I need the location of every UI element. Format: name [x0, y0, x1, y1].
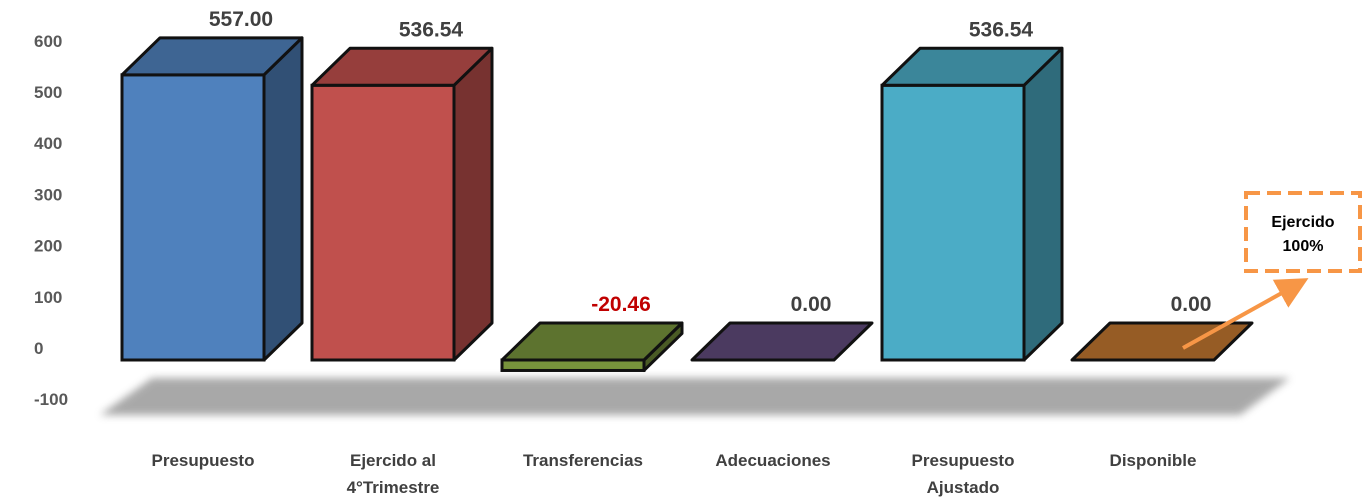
bar-front [310, 83, 456, 362]
callout-text: Ejercido 100% [1271, 214, 1334, 255]
y-axis: 600 500 400 300 200 100 0 -100 [34, 32, 68, 409]
bar-front [500, 358, 646, 372]
y-tick-label: 0 [34, 339, 43, 358]
value-label: 0.00 [1171, 293, 1212, 316]
bar-side [1022, 46, 1064, 362]
y-tick-label: 200 [34, 237, 62, 256]
category-label: Presupuesto [152, 451, 255, 470]
y-tick-label: 400 [34, 134, 62, 153]
bar-top [310, 46, 494, 87]
bar-front [120, 73, 266, 362]
y-tick-label: 300 [34, 185, 62, 204]
callout-arrow [1182, 278, 1309, 350]
category-label: Presupuesto Ajustado [912, 451, 1015, 497]
value-label: 0.00 [791, 293, 832, 316]
bars [120, 36, 1254, 372]
bar-top [1070, 321, 1254, 362]
category-labels: Presupuesto Ejercido al 4°Trimestre Transfe… [152, 451, 1197, 497]
bar-0 [120, 36, 304, 362]
bar-2 [500, 321, 684, 372]
category-label: Ejercido al 4°Trimestre [347, 451, 440, 497]
category-label: Transferencias [523, 451, 643, 470]
bar-top [500, 321, 684, 362]
y-tick-label: 100 [34, 288, 62, 307]
bar-top [690, 321, 874, 362]
value-labels: 557.00 536.54 -20.46 0.00 536.54 0.00 [209, 8, 1212, 316]
bar-5 [1070, 321, 1254, 362]
category-label: Adecuaciones [715, 451, 830, 470]
category-label: Disponible [1110, 451, 1197, 470]
value-label: 557.00 [209, 8, 273, 31]
bar-4 [880, 46, 1064, 362]
bar-top [120, 36, 304, 77]
bar-1 [310, 46, 494, 362]
value-label: -20.46 [591, 293, 651, 316]
y-tick-label: 500 [34, 83, 62, 102]
bar-top [880, 46, 1064, 87]
floor-shadow [100, 378, 1290, 415]
bar-side [262, 36, 304, 362]
annotation-callout: Ejercido 100% [1182, 191, 1362, 350]
floor-shadow-band [100, 378, 1290, 415]
callout-box [1244, 191, 1362, 273]
y-tick-label: -100 [34, 390, 68, 409]
value-label: 536.54 [399, 18, 464, 41]
bar-side [452, 46, 494, 362]
bar-3 [690, 321, 874, 362]
y-tick-label: 600 [34, 32, 62, 51]
bar-front [880, 83, 1026, 362]
value-label: 536.54 [969, 18, 1034, 41]
